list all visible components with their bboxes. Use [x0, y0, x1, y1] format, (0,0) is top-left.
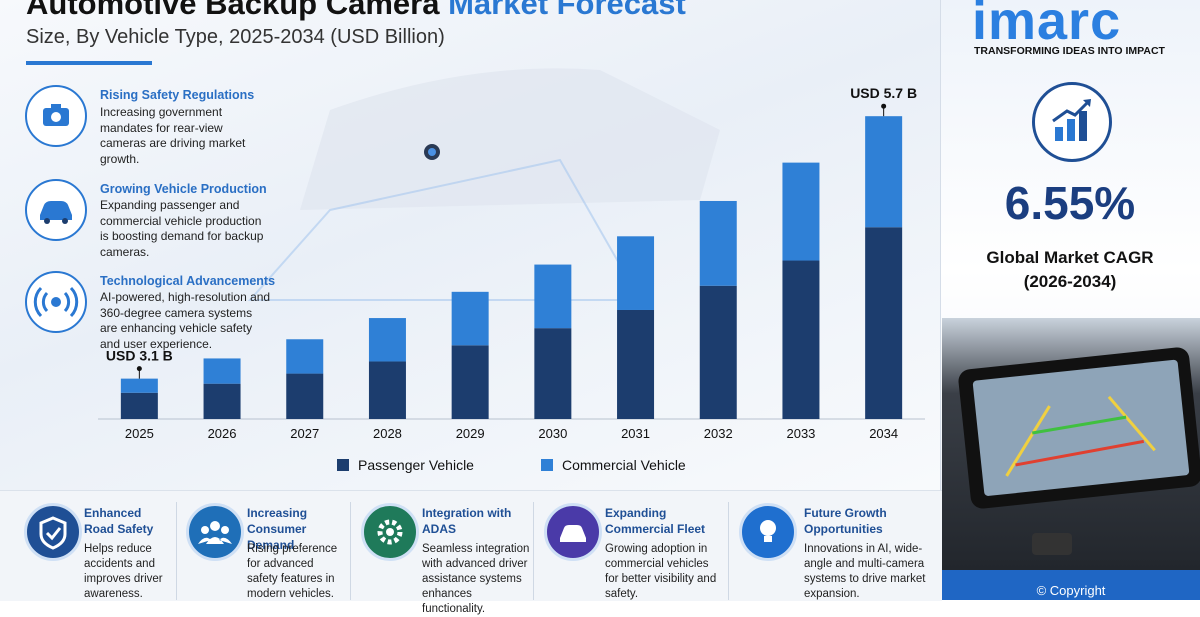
- highlight-icon: [544, 503, 602, 561]
- camera-lens: [428, 148, 436, 156]
- driver-icon: [25, 85, 87, 147]
- dashboard-image: [942, 318, 1200, 570]
- title-text: Automotive Backup Camera: [26, 0, 440, 21]
- highlight-text: Innovations in AI, wide-angle and multi-…: [804, 543, 926, 600]
- camera-icon: [43, 104, 69, 126]
- highlight-glyph: [560, 525, 586, 542]
- bar-segment: [782, 162, 820, 261]
- driver-title: Technological Advancements: [100, 274, 276, 288]
- bar-segment: [699, 285, 737, 419]
- x-tick-label: 2027: [290, 426, 319, 441]
- bar-segment: [617, 236, 655, 310]
- x-tick-label: 2025: [125, 426, 154, 441]
- highlight-text: Seamless integration with advanced drive…: [422, 543, 530, 615]
- highlight-title: Enhanced Road Safety: [84, 506, 154, 536]
- bar-segment: [865, 227, 903, 419]
- driver-text: AI-powered, high-resolution and 360-degr…: [100, 290, 271, 351]
- bar-segment: [203, 383, 241, 419]
- highlight-glyph: [760, 520, 776, 542]
- separator: [533, 502, 534, 600]
- legend-label: Passenger Vehicle: [358, 457, 474, 473]
- annotation-dot: [881, 103, 887, 109]
- copyright: © Copyright: [1036, 583, 1106, 598]
- x-tick-label: 2028: [373, 426, 402, 441]
- bar-segment: [617, 309, 655, 419]
- bar-segment: [120, 392, 158, 419]
- highlight-icon: [361, 503, 419, 561]
- title-rule: [26, 61, 152, 65]
- x-tick-label: 2030: [538, 426, 567, 441]
- highlight-glyph: [39, 516, 67, 550]
- cagr-value: 6.55%: [1004, 177, 1136, 229]
- x-tick-label: 2031: [621, 426, 650, 441]
- highlight-title: Expanding Commercial Fleet: [605, 506, 706, 536]
- x-tick-label: 2026: [208, 426, 237, 441]
- bar-segment: [203, 358, 241, 384]
- tagline: TRANSFORMING IDEAS INTO IMPACT: [974, 45, 1165, 57]
- growth-icon: [1032, 82, 1112, 162]
- chart: 2025 2026 2027 2028 2029 2030 2031 2032 2033 2034…: [98, 85, 925, 473]
- driver-text: Expanding passenger and commercial vehic…: [100, 198, 264, 259]
- car-icon: [40, 201, 72, 224]
- bar-segment: [782, 260, 820, 419]
- driver-title: Growing Vehicle Production: [100, 182, 267, 196]
- highlight-text: Rising preference for advanced safety fe…: [247, 543, 338, 600]
- separator: [350, 502, 351, 600]
- driver-text: Increasing government mandates for rear-…: [100, 105, 246, 166]
- growth-chart-icon: [1052, 99, 1091, 141]
- title-highlight: Market Forecast: [448, 0, 686, 21]
- subtitle: Size, By Vehicle Type, 2025-2034 (USD Bi…: [26, 26, 445, 48]
- highlight-glyph: [377, 519, 403, 545]
- bar-segment: [865, 116, 903, 228]
- highlight-title: Integration with ADAS: [422, 506, 512, 536]
- bar-segment: [699, 200, 737, 286]
- cagr-label: (2026-2034): [1023, 272, 1117, 291]
- legend-swatch: [337, 459, 349, 471]
- legend-swatch: [541, 459, 553, 471]
- highlight-title: Future Growth Opportunities: [804, 506, 887, 536]
- copyright-bar: [942, 570, 1200, 600]
- driver-icon: [25, 179, 87, 241]
- highlight-icon: [24, 503, 82, 561]
- car-shape: [300, 68, 720, 210]
- bar-segment: [534, 328, 572, 419]
- dashboard-screen: [958, 347, 1200, 555]
- highlight-icon: [186, 503, 244, 561]
- logo: imarc: [972, 0, 1122, 51]
- annotation-dot: [136, 366, 142, 372]
- x-tick-label: 2034: [869, 426, 898, 441]
- x-tick-label: 2029: [456, 426, 485, 441]
- title: Automotive Backup Camera Market Forecast: [26, 0, 686, 22]
- bar-segment: [451, 345, 489, 419]
- legend-label: Commercial Vehicle: [562, 457, 686, 473]
- bar-segment: [534, 264, 572, 329]
- bar-segment: [120, 378, 158, 393]
- highlight-title: Increasing Consumer Demand: [247, 506, 308, 552]
- highlight-text: Growing adoption in commercial vehicles …: [605, 543, 717, 600]
- bar-segment: [368, 361, 406, 419]
- highlight-icon: [739, 503, 797, 561]
- x-tick-label: 2033: [786, 426, 815, 441]
- highlight-glyph: [198, 521, 232, 544]
- signal-icon: [33, 286, 79, 318]
- separator: [176, 502, 177, 600]
- bar-segment: [451, 291, 489, 346]
- driver-icon: [25, 271, 87, 333]
- bar-segment: [286, 373, 324, 419]
- separator: [728, 502, 729, 600]
- bar-segment: [368, 318, 406, 362]
- cagr-label: Global Market CAGR: [986, 248, 1154, 267]
- highlight-text: Helps reduce accidents and improves driv…: [84, 543, 163, 600]
- bar-segment: [286, 339, 324, 374]
- driver-title: Rising Safety Regulations: [100, 88, 255, 102]
- x-tick-label: 2032: [704, 426, 733, 441]
- annotation: USD 5.7 B: [850, 85, 917, 101]
- annotation: USD 3.1 B: [106, 348, 173, 364]
